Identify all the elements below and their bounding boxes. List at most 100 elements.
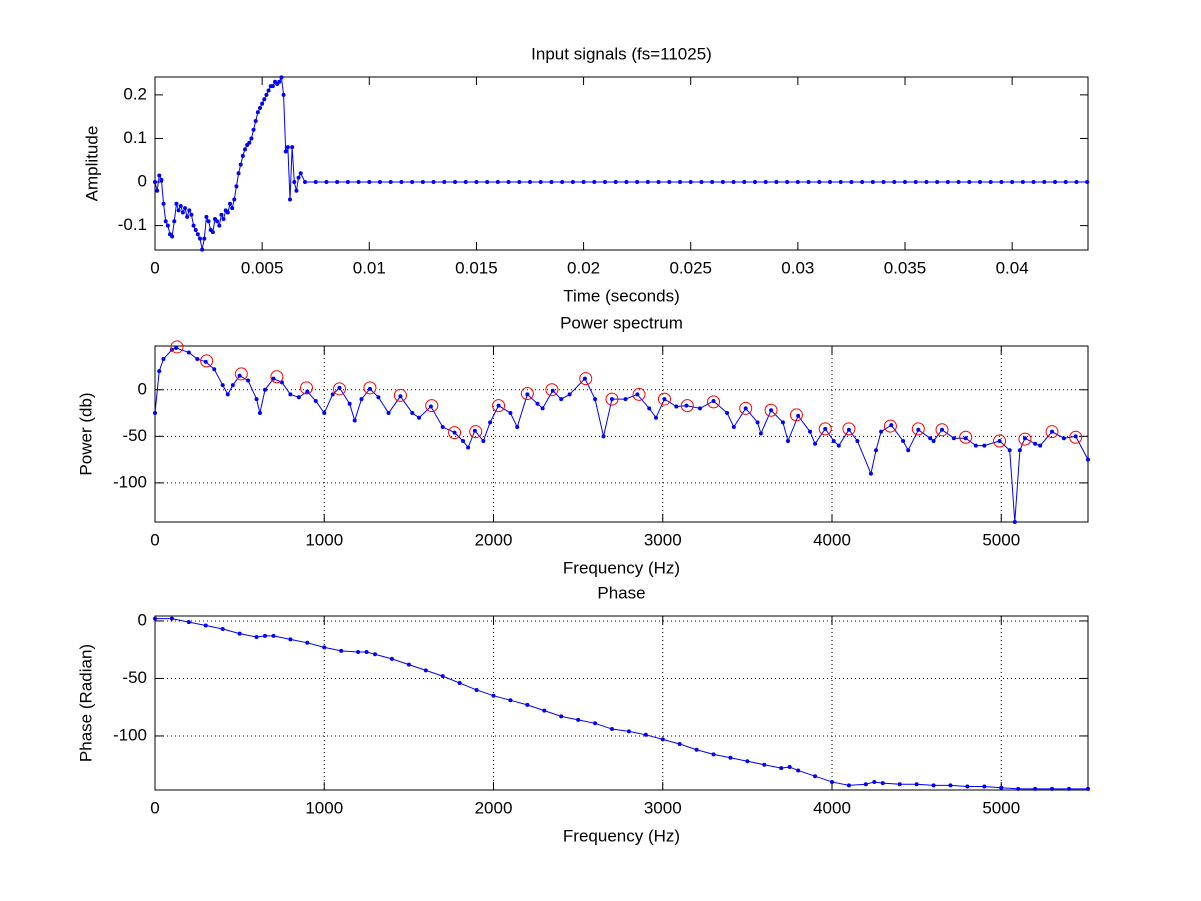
- peak-marker: [492, 399, 506, 413]
- point-marker: [296, 395, 301, 400]
- point-marker: [294, 188, 299, 193]
- point-marker: [257, 411, 262, 416]
- peak-marker: [764, 403, 778, 417]
- point-marker: [931, 438, 936, 443]
- point-marker: [1086, 457, 1090, 462]
- point-marker: [277, 79, 282, 84]
- chart-title: Power spectrum: [560, 313, 683, 332]
- point-marker: [288, 197, 292, 202]
- y-tick-label: 0.1: [123, 128, 147, 147]
- point-marker: [656, 180, 661, 185]
- point-marker: [872, 779, 877, 784]
- point-marker: [220, 626, 225, 631]
- series-line: [154, 347, 1089, 523]
- x-axis-label: Frequency (Hz): [563, 558, 680, 577]
- point-marker: [305, 640, 310, 645]
- point-marker: [266, 88, 271, 93]
- point-marker: [220, 383, 225, 388]
- x-tick-label: 4000: [813, 530, 851, 549]
- peak-marker: [789, 408, 803, 422]
- point-marker: [337, 385, 342, 390]
- point-marker: [440, 425, 445, 430]
- point-marker: [823, 426, 828, 431]
- point-marker: [254, 635, 259, 640]
- point-marker: [901, 438, 906, 443]
- point-marker: [1012, 520, 1017, 524]
- point-marker: [313, 398, 318, 403]
- point-marker: [743, 406, 748, 411]
- point-marker: [155, 188, 160, 193]
- point-marker: [406, 662, 411, 667]
- point-marker: [948, 783, 953, 788]
- point-marker: [635, 392, 640, 397]
- point-marker: [603, 180, 607, 185]
- point-marker: [967, 180, 972, 185]
- point-marker: [973, 443, 978, 448]
- peak-marker: [469, 425, 483, 439]
- point-marker: [978, 180, 982, 185]
- point-marker: [210, 230, 215, 235]
- point-marker: [189, 212, 194, 217]
- peak-marker: [425, 399, 439, 413]
- point-marker: [428, 404, 433, 409]
- point-marker: [285, 145, 290, 150]
- point-marker: [525, 392, 530, 397]
- peak-marker: [170, 340, 184, 354]
- point-marker: [174, 345, 179, 350]
- point-marker: [296, 175, 301, 180]
- point-marker: [879, 429, 884, 434]
- point-marker: [846, 783, 851, 788]
- peak-marker: [657, 392, 671, 406]
- point-marker: [378, 180, 382, 185]
- point-marker: [609, 397, 614, 402]
- point-marker: [161, 357, 166, 362]
- x-tick-label: 3000: [644, 530, 682, 549]
- point-marker: [745, 759, 750, 764]
- point-marker: [322, 411, 327, 416]
- point-marker: [198, 236, 202, 241]
- point-marker: [609, 727, 614, 732]
- y-axis-label: Phase (Radian): [76, 644, 95, 762]
- point-marker: [240, 153, 245, 158]
- point-marker: [186, 350, 191, 355]
- point-marker: [157, 173, 162, 178]
- point-marker: [581, 180, 586, 185]
- point-marker: [758, 431, 763, 436]
- point-marker: [335, 180, 340, 185]
- point-marker: [678, 180, 682, 185]
- point-marker: [613, 180, 618, 185]
- point-marker: [874, 448, 879, 453]
- point-marker: [508, 411, 513, 416]
- point-marker: [560, 180, 565, 185]
- point-marker: [367, 386, 372, 391]
- point-marker: [1022, 436, 1027, 441]
- point-marker: [506, 180, 511, 185]
- x-tick-label: 0.04: [996, 258, 1029, 277]
- y-tick-label: -100: [113, 472, 147, 491]
- point-marker: [828, 180, 832, 185]
- point-marker: [1038, 443, 1043, 448]
- point-marker: [582, 376, 587, 381]
- point-marker: [525, 702, 530, 707]
- point-marker: [956, 180, 961, 185]
- point-marker: [305, 389, 310, 394]
- peak-marker: [993, 434, 1007, 448]
- point-marker: [903, 180, 907, 185]
- point-marker: [262, 97, 267, 102]
- point-marker: [203, 623, 208, 628]
- point-marker: [897, 782, 902, 787]
- point-marker: [674, 404, 679, 409]
- point-marker: [916, 427, 921, 432]
- x-tick-label: 0.035: [884, 258, 927, 277]
- point-marker: [200, 247, 205, 252]
- x-tick-label: 0: [150, 258, 159, 277]
- point-marker: [183, 206, 187, 211]
- point-marker: [187, 208, 192, 213]
- point-marker: [225, 392, 230, 397]
- point-marker: [769, 408, 774, 413]
- point-marker: [474, 687, 479, 692]
- x-tick-label: 1000: [305, 530, 343, 549]
- point-marker: [653, 415, 658, 420]
- x-tick-label: 0.03: [781, 258, 814, 277]
- point-marker: [728, 755, 733, 760]
